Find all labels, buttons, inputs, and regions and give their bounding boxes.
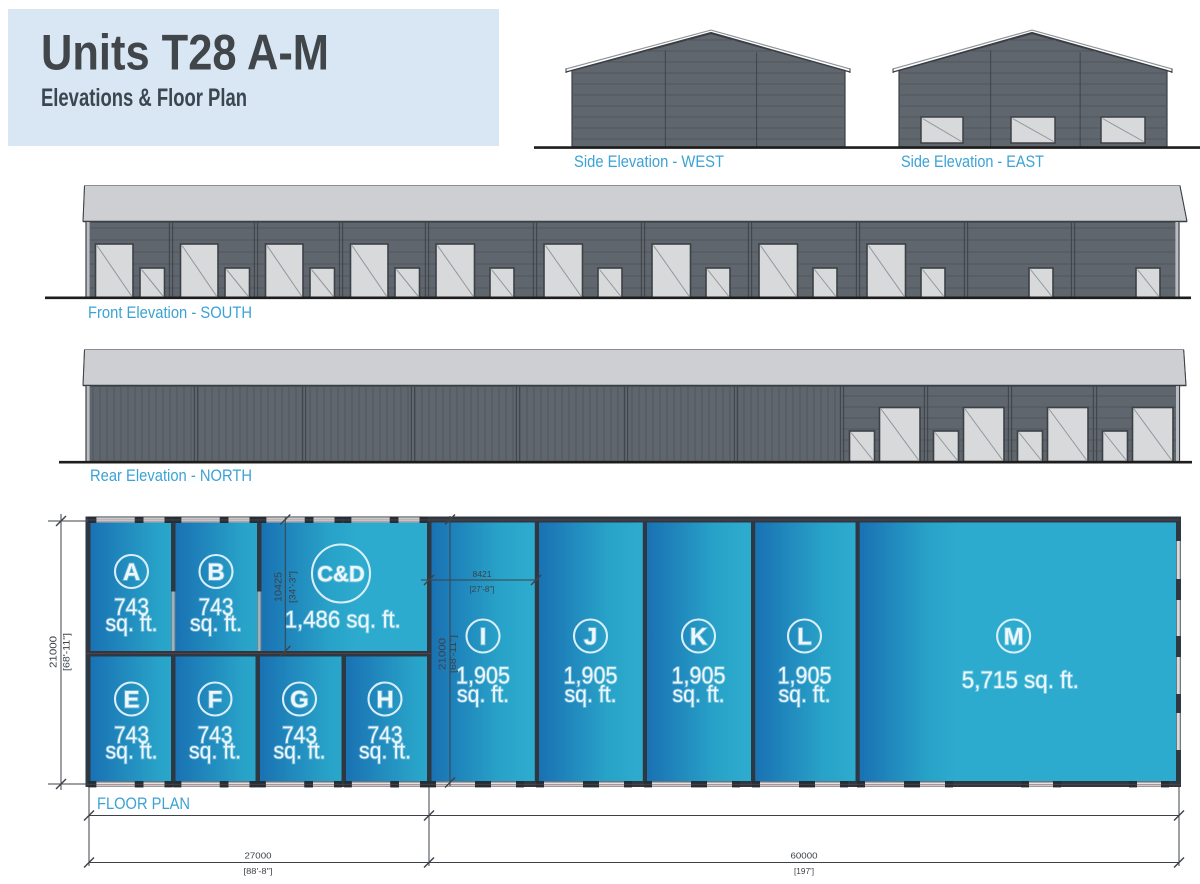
svg-text:[197']: [197']: [794, 867, 814, 876]
svg-text:A: A: [123, 559, 140, 586]
svg-text:10425: 10425: [273, 572, 285, 602]
svg-text:1,486 sq. ft.: 1,486 sq. ft.: [285, 607, 401, 634]
svg-text:60000: 60000: [791, 851, 818, 861]
svg-text:sq. ft.: sq. ft.: [359, 738, 411, 764]
svg-text:1,905: 1,905: [672, 663, 726, 690]
svg-text:Side Elevation - WEST: Side Elevation - WEST: [574, 153, 724, 171]
svg-text:Rear Elevation - NORTH: Rear Elevation - NORTH: [90, 467, 252, 485]
svg-text:B: B: [207, 559, 224, 586]
svg-text:F: F: [208, 687, 223, 714]
svg-text:Side Elevation - EAST: Side Elevation - EAST: [901, 153, 1044, 171]
svg-text:21000: 21000: [48, 636, 60, 668]
svg-text:L: L: [797, 624, 812, 651]
svg-text:sq. ft.: sq. ft.: [274, 738, 326, 764]
svg-text:743: 743: [368, 722, 403, 749]
svg-text:Units T28 A-M: Units T28 A-M: [41, 25, 329, 81]
svg-text:sq. ft.: sq. ft.: [106, 610, 158, 636]
svg-text:G: G: [290, 687, 309, 714]
svg-text:743: 743: [199, 594, 234, 621]
svg-text:J: J: [584, 624, 597, 651]
svg-text:sq. ft.: sq. ft.: [106, 738, 158, 764]
svg-text:I: I: [480, 624, 487, 651]
svg-text:[68'-11"]: [68'-11"]: [62, 633, 73, 671]
svg-text:[68'-11"]: [68'-11"]: [448, 635, 459, 673]
svg-text:743: 743: [198, 722, 233, 749]
svg-text:sq. ft.: sq. ft.: [779, 681, 831, 707]
svg-text:[88'-8"]: [88'-8"]: [244, 867, 273, 876]
svg-text:M: M: [1004, 624, 1024, 651]
svg-text:27000: 27000: [245, 851, 272, 861]
svg-text:sq. ft.: sq. ft.: [673, 681, 725, 707]
svg-text:[34'-3"]: [34'-3"]: [288, 571, 299, 603]
svg-text:[27'-8"]: [27'-8"]: [470, 585, 495, 594]
svg-text:K: K: [690, 624, 708, 651]
svg-text:1,905: 1,905: [456, 663, 510, 690]
svg-text:743: 743: [282, 722, 317, 749]
svg-text:21000: 21000: [437, 638, 449, 670]
svg-text:C&D: C&D: [317, 561, 365, 586]
svg-text:1,905: 1,905: [564, 663, 618, 690]
svg-text:sq. ft.: sq. ft.: [457, 681, 509, 707]
svg-text:sq. ft.: sq. ft.: [190, 610, 242, 636]
svg-text:743: 743: [114, 722, 149, 749]
svg-text:743: 743: [114, 594, 149, 621]
svg-text:H: H: [376, 687, 393, 714]
svg-text:1,905: 1,905: [778, 663, 832, 690]
svg-text:8421: 8421: [473, 569, 492, 579]
svg-text:E: E: [123, 687, 139, 714]
svg-text:Front Elevation - SOUTH: Front Elevation - SOUTH: [88, 304, 252, 322]
svg-text:sq. ft.: sq. ft.: [565, 681, 617, 707]
svg-text:5,715 sq. ft.: 5,715 sq. ft.: [962, 667, 1079, 694]
svg-text:sq. ft.: sq. ft.: [189, 738, 241, 764]
svg-text:FLOOR PLAN: FLOOR PLAN: [97, 795, 190, 813]
svg-text:Elevations & Floor Plan: Elevations & Floor Plan: [41, 84, 247, 112]
